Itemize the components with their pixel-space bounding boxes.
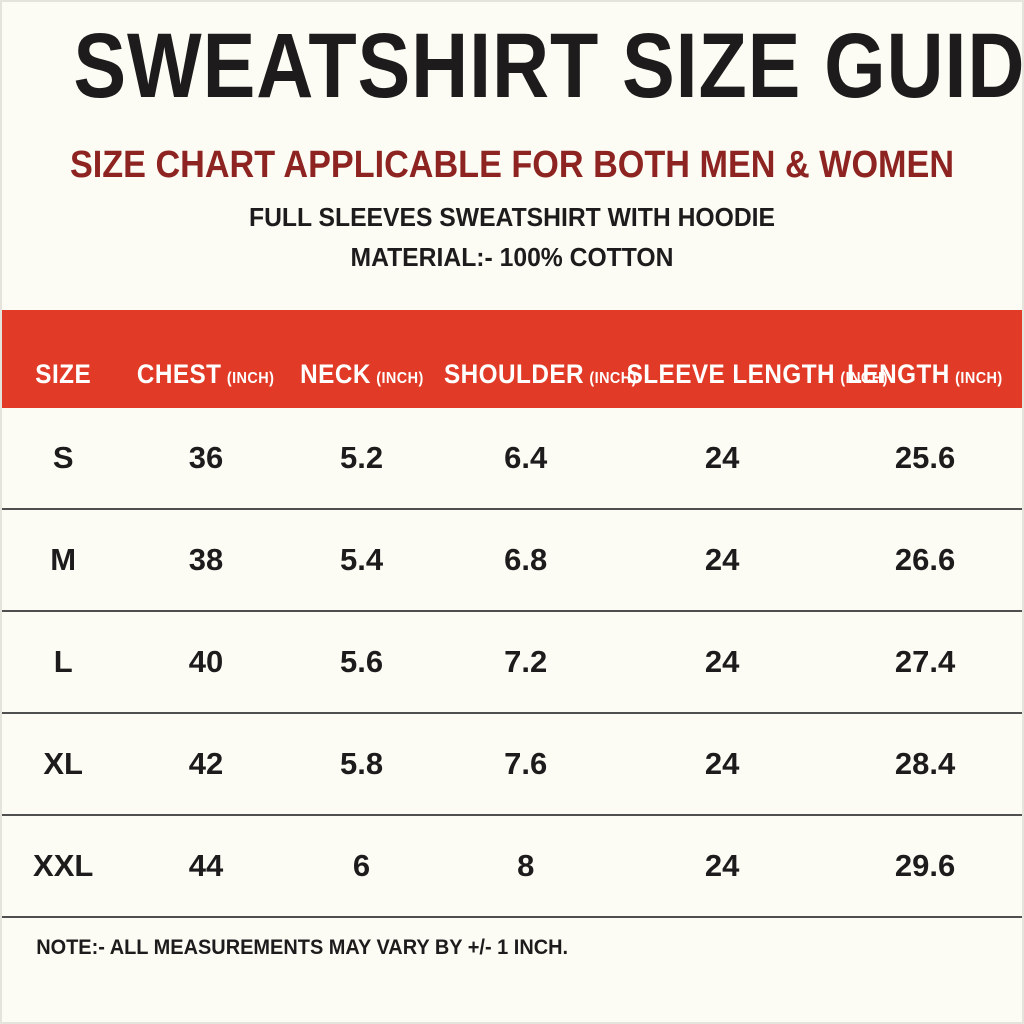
column-header-unit: (INCH) [227,369,275,387]
table-cell-neck: 5.8 [339,746,384,781]
column-header-shoulder: SHOULDER (INCH) [444,358,636,390]
product-description: FULL SLEEVES SWEATSHIRT WITH HOODIE [248,202,776,232]
table-cell-size: L [53,644,73,679]
table-cell-length: 27.4 [894,644,956,679]
table-cell-shoulder: 6.4 [504,440,548,475]
table-row-xl: XL 42 5.8 7.6 24 28.4 [2,714,1022,816]
table-cell-length: 26.6 [894,542,956,577]
table-row-s: S 36 5.2 6.4 24 25.6 [2,408,1022,510]
table-cell-neck: 6 [352,848,371,883]
table-row-m: M 38 5.4 6.8 24 26.6 [2,510,1022,612]
table-cell-chest: 38 [188,542,224,577]
column-header-label: SHOULDER [444,358,585,389]
column-header-label: CHEST [137,358,222,389]
column-header-neck: NECK (INCH) [295,359,428,390]
material-line: MATERIAL:- 100% COTTON [350,242,674,272]
table-cell-size: XL [43,746,83,781]
table-cell-neck: 5.2 [339,440,384,475]
column-header-label: NECK [299,358,371,389]
table-cell-size: S [52,440,74,475]
table-cell-sleeve-length: 24 [704,746,740,781]
size-table-header: SIZE CHEST (INCH) NECK (INCH) SHOULDER (INC… [2,310,1022,408]
table-cell-sleeve-length: 24 [704,440,740,475]
table-cell-chest: 40 [188,644,224,679]
table-cell-chest: 42 [188,746,224,781]
table-cell-neck: 5.6 [339,644,384,679]
table-cell-shoulder: 8 [517,848,535,883]
table-cell-sleeve-length: 24 [704,542,740,577]
table-cell-size: XXL [33,848,94,883]
column-header-chest: CHEST (INCH) [133,359,280,390]
column-header-label: LENGTH [847,358,950,389]
table-cell-shoulder: 7.6 [504,746,548,781]
column-header-unit: (INCH) [375,369,424,387]
table-cell-sleeve-length: 24 [704,644,740,679]
table-cell-chest: 44 [188,848,224,883]
column-header-sleeve-length: SLEEVE LENGTH (INCH) [627,359,888,390]
column-header-label: SIZE [35,358,92,389]
page-subtitle: SIZE CHART APPLICABLE FOR BOTH MEN & WOM… [69,144,955,186]
column-header-unit: (INCH) [840,369,888,387]
column-header-length: LENGTH (INCH) [838,359,1012,390]
table-row-xxl: XXL 44 6 8 24 29.6 [2,816,1022,918]
column-header-size: SIZE [8,359,118,390]
page-title: SWEATSHIRT SIZE GUIDE [73,15,1024,117]
table-cell-length: 28.4 [894,746,956,781]
size-table: SIZE CHEST (INCH) NECK (INCH) SHOULDER (INC… [2,310,1022,918]
table-cell-neck: 5.4 [339,542,384,577]
table-cell-size: M [50,542,77,577]
table-row-l: L 40 5.6 7.2 24 27.4 [2,612,1022,714]
note-text: NOTE:- ALL MEASUREMENTS MAY VARY BY +/- … [36,936,569,959]
table-cell-sleeve-length: 24 [704,848,740,883]
column-header-label: SLEEVE LENGTH [626,358,835,389]
table-cell-shoulder: 7.2 [504,644,548,679]
table-cell-length: 29.6 [894,848,956,883]
column-header-unit: (INCH) [589,369,638,387]
table-cell-chest: 36 [188,440,224,475]
table-cell-shoulder: 6.8 [504,542,548,577]
column-header-unit: (INCH) [955,369,1003,387]
table-cell-length: 25.6 [894,440,956,475]
